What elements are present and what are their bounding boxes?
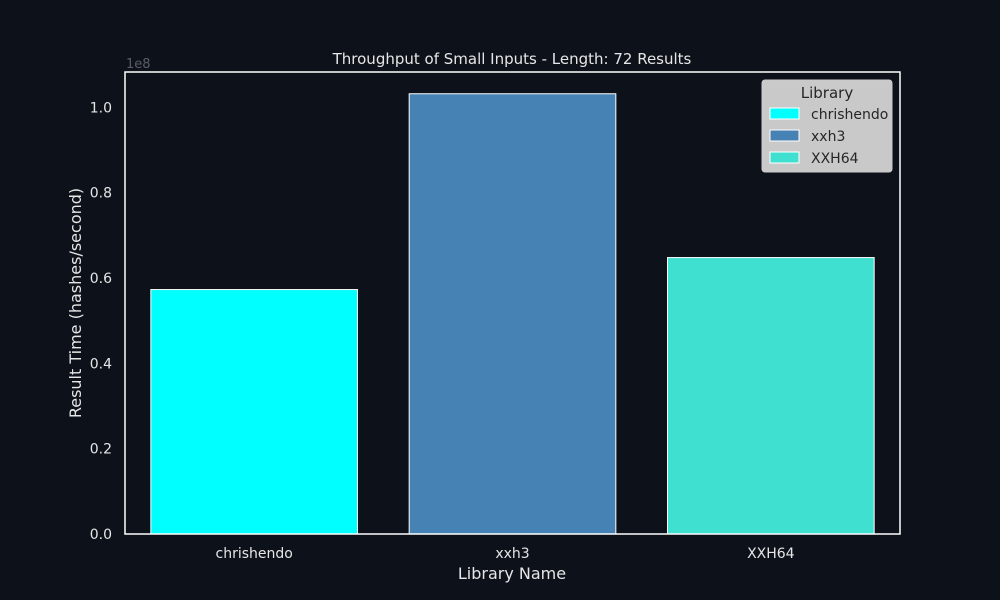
y-tick-label: 0.0 — [90, 527, 112, 543]
legend-box — [761, 79, 893, 173]
y-axis-label: Result Time (hashes/second) — [66, 188, 85, 418]
y-tick-label: 0.6 — [90, 271, 112, 287]
x-tick-label: chrishendo — [216, 546, 293, 562]
y-tick-label: 0.2 — [90, 442, 112, 458]
legend-swatch-chrishendo — [769, 107, 800, 120]
y-tick-label: 0.4 — [90, 356, 112, 372]
y-offset-label: 1e8 — [126, 57, 151, 72]
x-tick-label: XXH64 — [747, 546, 795, 562]
legend-label-chrishendo: chrishendo — [811, 107, 888, 123]
legend-label-xxh3: xxh3 — [811, 129, 845, 145]
legend-swatch-xxh3 — [769, 129, 800, 142]
plot-frame — [124, 71, 901, 535]
legend-entries: chrishendo xxh3 XXH64 — [769, 107, 888, 167]
chart-title: Throughput of Small Inputs - Length: 72 … — [332, 50, 692, 68]
y-tick-label: 0.8 — [90, 186, 112, 202]
x-axis-ticks: chrishendo xxh3 XXH64 — [216, 546, 795, 562]
legend-swatch-xxh64 — [769, 151, 800, 164]
y-axis-ticks: 0.0 0.2 0.4 0.6 0.8 1.0 — [90, 100, 112, 543]
bar-xxh64 — [667, 257, 875, 535]
legend: Library chrishendo xxh3 XXH64 — [761, 79, 893, 173]
bar-xxh3 — [408, 93, 617, 535]
legend-label-xxh64: XXH64 — [811, 151, 859, 167]
y-tick-label: 1.0 — [90, 100, 112, 116]
legend-title: Library — [801, 84, 854, 102]
bars-group — [150, 93, 875, 535]
bar-chrishendo — [150, 289, 358, 535]
x-tick-label: xxh3 — [495, 546, 529, 562]
x-axis-label: Library Name — [458, 564, 566, 583]
